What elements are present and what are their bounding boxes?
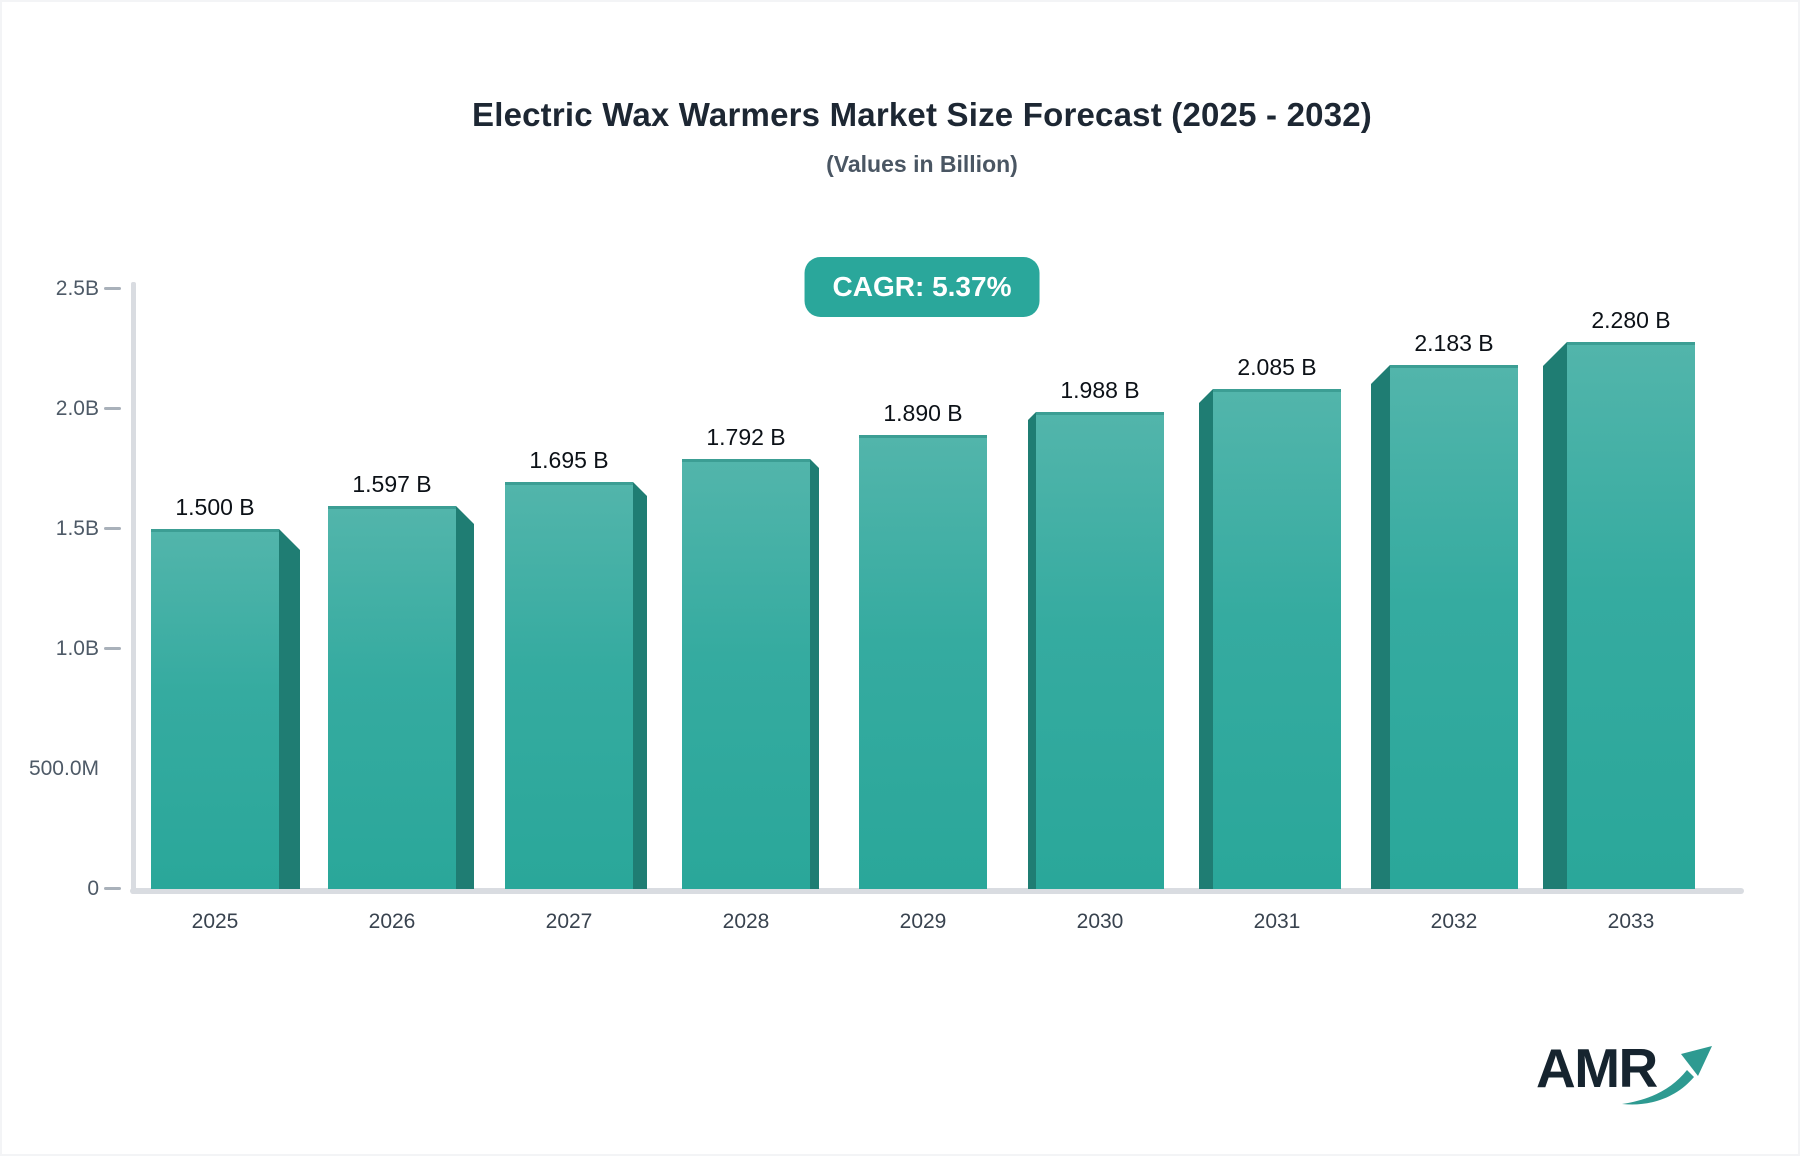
bar-value-label: 1.890 B (883, 400, 963, 426)
bar-value-label: 2.280 B (1591, 307, 1671, 333)
chart-subtitle: (Values in Billion) (826, 151, 1018, 177)
bar-2026[interactable]: 1.597 B (328, 471, 474, 889)
amr-logo: AMR (1536, 1036, 1736, 1120)
x-axis-label-2033: 2033 (1607, 910, 1655, 933)
bar-face (1213, 389, 1341, 889)
x-axis-label-2028: 2028 (722, 910, 770, 933)
x-axis-label-2026: 2026 (368, 910, 416, 933)
bar-value-label: 2.085 B (1237, 354, 1317, 380)
bar-side-3d (1543, 342, 1567, 889)
bar-value-label: 1.695 B (529, 447, 609, 473)
x-axis-label-2030: 2030 (1076, 910, 1124, 933)
bar-face (1390, 365, 1518, 889)
bar-side-3d (1371, 365, 1390, 889)
chart-title: Electric Wax Warmers Market Size Forecas… (472, 96, 1372, 133)
bar-side-3d (1199, 389, 1213, 889)
bar-2029[interactable]: 1.890 B (859, 400, 987, 889)
x-axis-labels: 2025 2026 2027 2028 2029 2030 2031 2032 2033 (2, 910, 1798, 944)
x-axis-label-2029: 2029 (899, 910, 947, 933)
x-axis-label-2032: 2032 (1430, 910, 1478, 933)
amr-logo-text: AMR (1536, 1037, 1658, 1099)
bar-value-label: 1.500 B (175, 494, 255, 520)
bar-face (1567, 342, 1695, 889)
bar-face (328, 506, 456, 889)
bar-2027[interactable]: 1.695 B (505, 447, 647, 889)
x-axis-label-2027: 2027 (545, 910, 593, 933)
bar-face (505, 482, 633, 889)
bar-value-label: 2.183 B (1414, 330, 1494, 356)
bar-value-label: 1.597 B (352, 471, 432, 497)
y-axis-line (131, 282, 136, 894)
bar-side-3d (810, 459, 819, 889)
bar-face (151, 529, 279, 889)
bar-side-3d (279, 529, 300, 889)
bar-2028[interactable]: 1.792 B (682, 424, 819, 889)
bar-2032[interactable]: 2.183 B (1371, 330, 1518, 889)
bar-face (859, 435, 987, 889)
x-axis-baseline (130, 888, 1744, 894)
cagr-badge: CAGR: 5.37% (804, 257, 1040, 317)
bar-face (1036, 412, 1164, 889)
bar-face (682, 459, 810, 889)
bar-side-3d (633, 482, 647, 889)
bar-2030[interactable]: 1.988 B (1028, 377, 1164, 889)
bar-2025[interactable]: 1.500 B (151, 494, 300, 889)
x-axis-label-2031: 2031 (1253, 910, 1301, 933)
bar-value-label: 1.792 B (706, 424, 786, 450)
bar-side-3d (1028, 412, 1036, 889)
x-axis-label-2025: 2025 (191, 910, 239, 933)
bar-side-3d (456, 506, 474, 889)
growth-arrow-icon (1622, 1046, 1712, 1105)
bar-value-label: 1.988 B (1060, 377, 1140, 403)
bar-2031[interactable]: 2.085 B (1199, 354, 1341, 889)
bar-2033[interactable]: 2.280 B (1543, 307, 1695, 889)
